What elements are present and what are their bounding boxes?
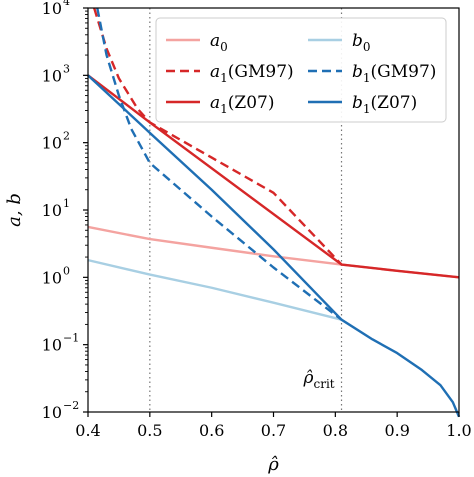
legend-subscript: 1 (363, 102, 371, 116)
y-tick-exponent: −2 (63, 399, 79, 412)
y-tick-label: 10 (42, 336, 62, 355)
legend-label: a0 (210, 31, 228, 54)
y-tick-exponent: 1 (63, 197, 70, 210)
legend-reference: (GM97) (371, 62, 437, 82)
rho-crit-annotation: ρ̂crit (303, 368, 335, 391)
legend-symbol: b (352, 62, 363, 82)
x-axis-label: ρ̂ (267, 454, 279, 475)
y-axis-label: a, b (4, 193, 25, 227)
legend-reference: (GM97) (228, 62, 294, 82)
legend-subscript: 1 (220, 102, 228, 116)
y-tick-label: 10 (42, 66, 62, 85)
y-tick-label: 10 (42, 134, 62, 153)
legend-subscript: 0 (220, 40, 228, 54)
x-tick-label: 0.5 (137, 421, 162, 440)
y-tick-exponent: 2 (63, 130, 70, 143)
y-tick-label: 10 (42, 403, 62, 422)
legend-subscript: 1 (220, 71, 228, 85)
y-tick-exponent: 4 (63, 0, 70, 8)
x-tick-label: 0.6 (199, 421, 224, 440)
x-tick-label: 0.4 (75, 421, 100, 440)
series-line-a1-gm97 (93, 7, 343, 266)
y-tick-label: 10 (42, 0, 62, 18)
annotation-subscript: crit (314, 377, 335, 391)
legend-box (155, 17, 447, 123)
y-tick-exponent: 3 (63, 62, 70, 75)
legend-symbol: a (210, 93, 220, 113)
legend-subscript: 1 (363, 71, 371, 85)
legend-symbol: b (352, 93, 363, 113)
legend-label: b1(Z07) (352, 93, 417, 116)
y-tick-exponent: 0 (63, 264, 70, 277)
legend-subscript: 0 (363, 40, 371, 54)
series-line-b0 (87, 258, 342, 321)
legend-label: b0 (352, 31, 371, 54)
y-tick-label: 10 (42, 268, 62, 287)
legend-reference: (Z07) (228, 93, 275, 113)
series-line-a0 (87, 225, 460, 279)
series-line-b1-gm97 (96, 7, 343, 321)
x-tick-label: 0.7 (261, 421, 286, 440)
series-group (87, 7, 461, 418)
x-tick-label: 0.8 (323, 421, 348, 440)
legend-symbol: b (352, 31, 363, 51)
y-tick-exponent: −1 (63, 332, 79, 345)
legend-symbol: a (210, 62, 220, 82)
legend-label: b1(GM97) (352, 62, 436, 85)
y-tick-label: 10 (42, 201, 62, 220)
x-tick-label: 1.0 (446, 421, 471, 440)
series-line-b1-z07 (87, 74, 461, 418)
legend-label: a1(Z07) (210, 93, 275, 116)
series-line-a1-z07 (87, 74, 460, 279)
legend-symbol: a (210, 31, 220, 51)
x-tick-label: 0.9 (384, 421, 409, 440)
legend-label: a1(GM97) (210, 62, 294, 85)
annotation-symbol: ρ̂ (303, 368, 314, 388)
legend-reference: (Z07) (371, 93, 418, 113)
